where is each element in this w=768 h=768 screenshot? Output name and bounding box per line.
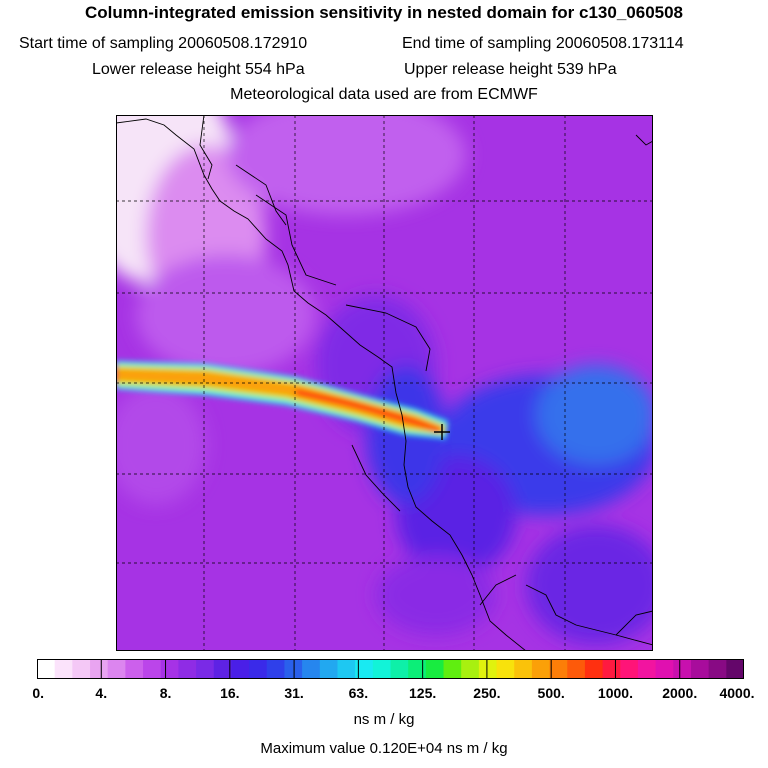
cross-icon — [434, 424, 450, 440]
colorbar-swatch — [425, 659, 445, 679]
colorbar-swatch — [408, 659, 427, 679]
colorbar-swatch — [461, 659, 480, 679]
colorbar-units: ns m / kg — [353, 711, 415, 728]
colorbar-swatch — [107, 659, 126, 679]
upper-release-label: Upper release height 539 hPa — [404, 61, 617, 78]
colorbar-tick-label: 250. — [473, 685, 501, 701]
colorbar-swatch — [302, 659, 321, 679]
page-title: Column-integrated emission sensitivity i… — [84, 3, 684, 22]
colorbar-tick-label: 4000. — [719, 685, 755, 701]
colorbar-tick-label: 2000. — [662, 685, 698, 701]
colorbar-tick-label: 0. — [32, 685, 45, 701]
colorbar-swatch — [567, 659, 586, 679]
colorbar-swatch — [690, 659, 710, 679]
colorbar-swatch — [514, 659, 533, 679]
colorbar-swatch — [143, 659, 162, 679]
colorbar-tick-label: 63. — [348, 685, 369, 701]
colorbar-border — [37, 659, 744, 679]
colorbar-swatch — [37, 659, 56, 679]
colorbar-tick-label: 1000. — [597, 685, 633, 701]
colorbar-swatch — [266, 659, 285, 679]
colorbar-tick-label: 8. — [159, 685, 172, 701]
colorbar-swatch — [620, 659, 639, 679]
colorbar-swatch — [637, 659, 657, 679]
colorbar-swatch — [90, 659, 109, 679]
colorbar-swatch — [337, 659, 356, 679]
colorbar-tick-label: 500. — [537, 685, 565, 701]
colorbar-swatch — [602, 659, 621, 679]
colorbar-swatch — [390, 659, 409, 679]
colorbar-swatch — [584, 659, 604, 679]
colorbar-swatch — [355, 659, 374, 679]
lower-release-label: Lower release height 554 hPa — [92, 61, 305, 78]
colorbar-swatch — [549, 659, 568, 679]
colorbar-swatch — [673, 659, 692, 679]
colorbar-swatch — [478, 659, 498, 679]
color-scale-bar — [37, 659, 744, 679]
colorbar-swatch — [531, 659, 551, 679]
emission-plume — [116, 361, 448, 439]
colorbar-swatch — [319, 659, 338, 679]
colorbar-swatch — [54, 659, 73, 679]
colorbar-tick-label: 125. — [409, 685, 437, 701]
colorbar-tick-label: 16. — [220, 685, 240, 701]
colorbar-swatch — [160, 659, 179, 679]
colorbar-swatch — [726, 659, 744, 679]
coastline — [116, 115, 653, 651]
colorbar-swatch — [655, 659, 674, 679]
colorbar-swatch — [196, 659, 215, 679]
colorbar-swatch — [72, 659, 91, 679]
lat-lon-grid — [116, 115, 653, 651]
maximum-value-label: Maximum value 0.120E+04 ns m / kg — [260, 740, 508, 757]
colorbar-swatch — [213, 659, 232, 679]
colorbar-swatch — [125, 659, 144, 679]
colorbar-swatch — [372, 659, 391, 679]
met-data-label: Meteorological data used are from ECMWF — [230, 86, 538, 103]
colorbar-swatch — [284, 659, 303, 679]
end-time-label: End time of sampling 20060508.173114 — [402, 35, 684, 52]
colorbar-swatch — [249, 659, 268, 679]
colorbar-swatch — [708, 659, 727, 679]
sensitivity-map — [116, 115, 653, 651]
colorbar-swatch — [496, 659, 515, 679]
colorbar-swatch — [443, 659, 462, 679]
colorbar-tick-label: 31. — [284, 685, 304, 701]
start-time-label: Start time of sampling 20060508.172910 — [19, 35, 308, 52]
colorbar-swatch — [231, 659, 250, 679]
colorbar-swatch — [178, 659, 197, 679]
colorbar-tick-label: 4. — [95, 685, 108, 701]
